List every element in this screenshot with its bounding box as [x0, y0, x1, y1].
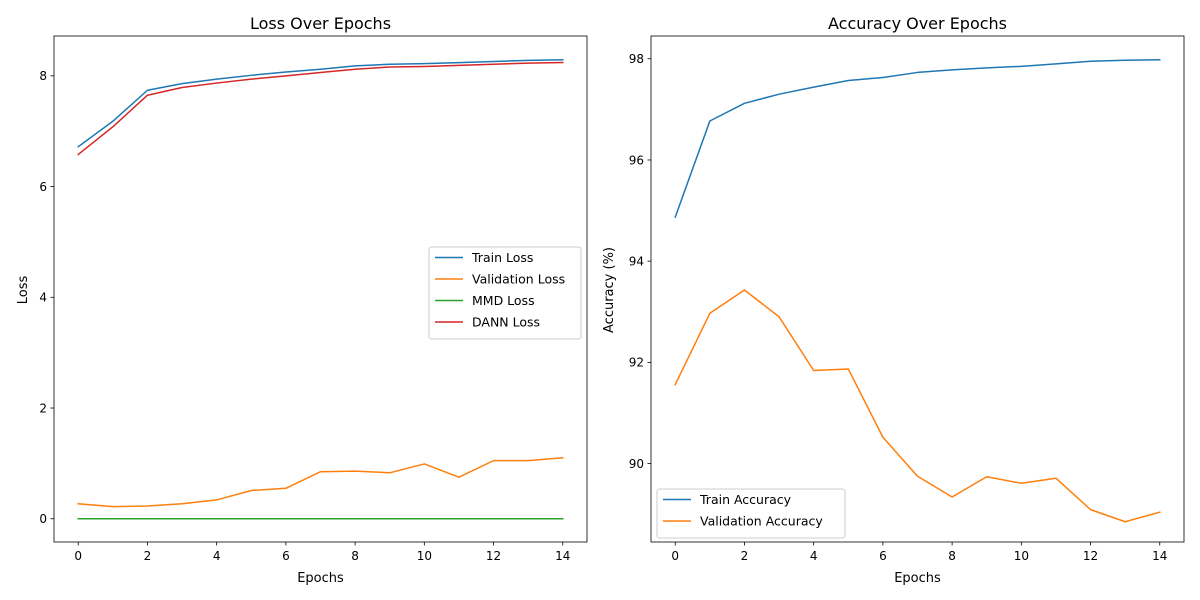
- loss-xtick-label: 6: [282, 549, 290, 563]
- accuracy-xtick-label: 14: [1152, 549, 1167, 563]
- accuracy-xtick-label: 2: [741, 549, 749, 563]
- accuracy-xtick-label: 10: [1014, 549, 1029, 563]
- loss-xtick-label: 4: [213, 549, 221, 563]
- train-loss-legend-label: Train Loss: [471, 250, 533, 265]
- loss-ytick-label: 4: [39, 291, 47, 305]
- accuracy-ytick-label: 92: [629, 356, 644, 370]
- loss-legend: Train Loss Validation Loss MMD Loss DANN Lo…: [428, 246, 582, 340]
- validation-accuracy-legend-label: Validation Accuracy: [700, 514, 823, 529]
- loss-xtick-label: 0: [74, 549, 82, 563]
- dann-loss-legend-label: DANN Loss: [472, 315, 540, 330]
- accuracy-xtick-label: 12: [1083, 549, 1098, 563]
- loss-series-lines: Train Loss Validation Loss MMD Loss DANN Lo…: [77, 59, 564, 520]
- loss-ytick-label: 0: [39, 512, 47, 526]
- accuracy-ytick-label: 94: [629, 254, 644, 268]
- loss-chart-ylabel: Loss: [16, 276, 31, 305]
- accuracy-legend: Train Accuracy Validation Accuracy: [656, 488, 846, 539]
- loss-ytick-label: 6: [39, 180, 47, 194]
- validation-loss-line: Validation Loss: [77, 457, 564, 508]
- loss-xtick-label: 10: [417, 549, 432, 563]
- loss-chart-xlabel: Epochs: [297, 571, 344, 586]
- accuracy-legend-box: [656, 488, 846, 539]
- accuracy-chart-ylabel: Accuracy (%): [602, 247, 617, 333]
- validation-loss-legend-label: Validation Loss: [472, 272, 565, 287]
- accuracy-chart-title: Accuracy Over Epochs: [828, 14, 1007, 33]
- accuracy-ytick-label: 98: [629, 52, 644, 66]
- accuracy-xtick-label: 0: [671, 549, 679, 563]
- accuracy-ytick-label: 96: [629, 153, 644, 167]
- loss-ytick-label: 8: [39, 69, 47, 83]
- accuracy-xtick-label: 6: [879, 549, 887, 563]
- accuracy-xtick-label: 8: [948, 549, 956, 563]
- accuracy-xtick-label: 4: [810, 549, 818, 563]
- loss-xtick-label: 12: [486, 549, 501, 563]
- loss-plot-frame: [53, 35, 588, 543]
- loss-chart: Loss Over Epochs Epochs Loss Train Loss V…: [16, 14, 588, 586]
- train-accuracy-line: Train Accuracy: [674, 59, 1161, 219]
- loss-ytick-label: 2: [39, 401, 47, 415]
- validation-accuracy-line: Validation Accuracy: [674, 289, 1161, 523]
- loss-xtick-label: 14: [555, 549, 570, 563]
- loss-chart-title: Loss Over Epochs: [250, 14, 391, 33]
- loss-xtick-label: 2: [144, 549, 152, 563]
- loss-xtick-label: 8: [351, 549, 359, 563]
- train-accuracy-legend-label: Train Accuracy: [699, 492, 792, 507]
- dann-loss-line: DANN Loss: [77, 61, 564, 156]
- accuracy-ytick-label: 90: [629, 457, 644, 471]
- accuracy-chart-xlabel: Epochs: [894, 571, 941, 586]
- train-loss-line: Train Loss: [77, 59, 564, 148]
- loss-legend-box: [428, 246, 582, 340]
- accuracy-plot-frame: [650, 35, 1185, 543]
- mmd-loss-legend-label: MMD Loss: [472, 293, 535, 308]
- accuracy-chart: Accuracy Over Epochs Epochs Accuracy (%)…: [602, 14, 1185, 586]
